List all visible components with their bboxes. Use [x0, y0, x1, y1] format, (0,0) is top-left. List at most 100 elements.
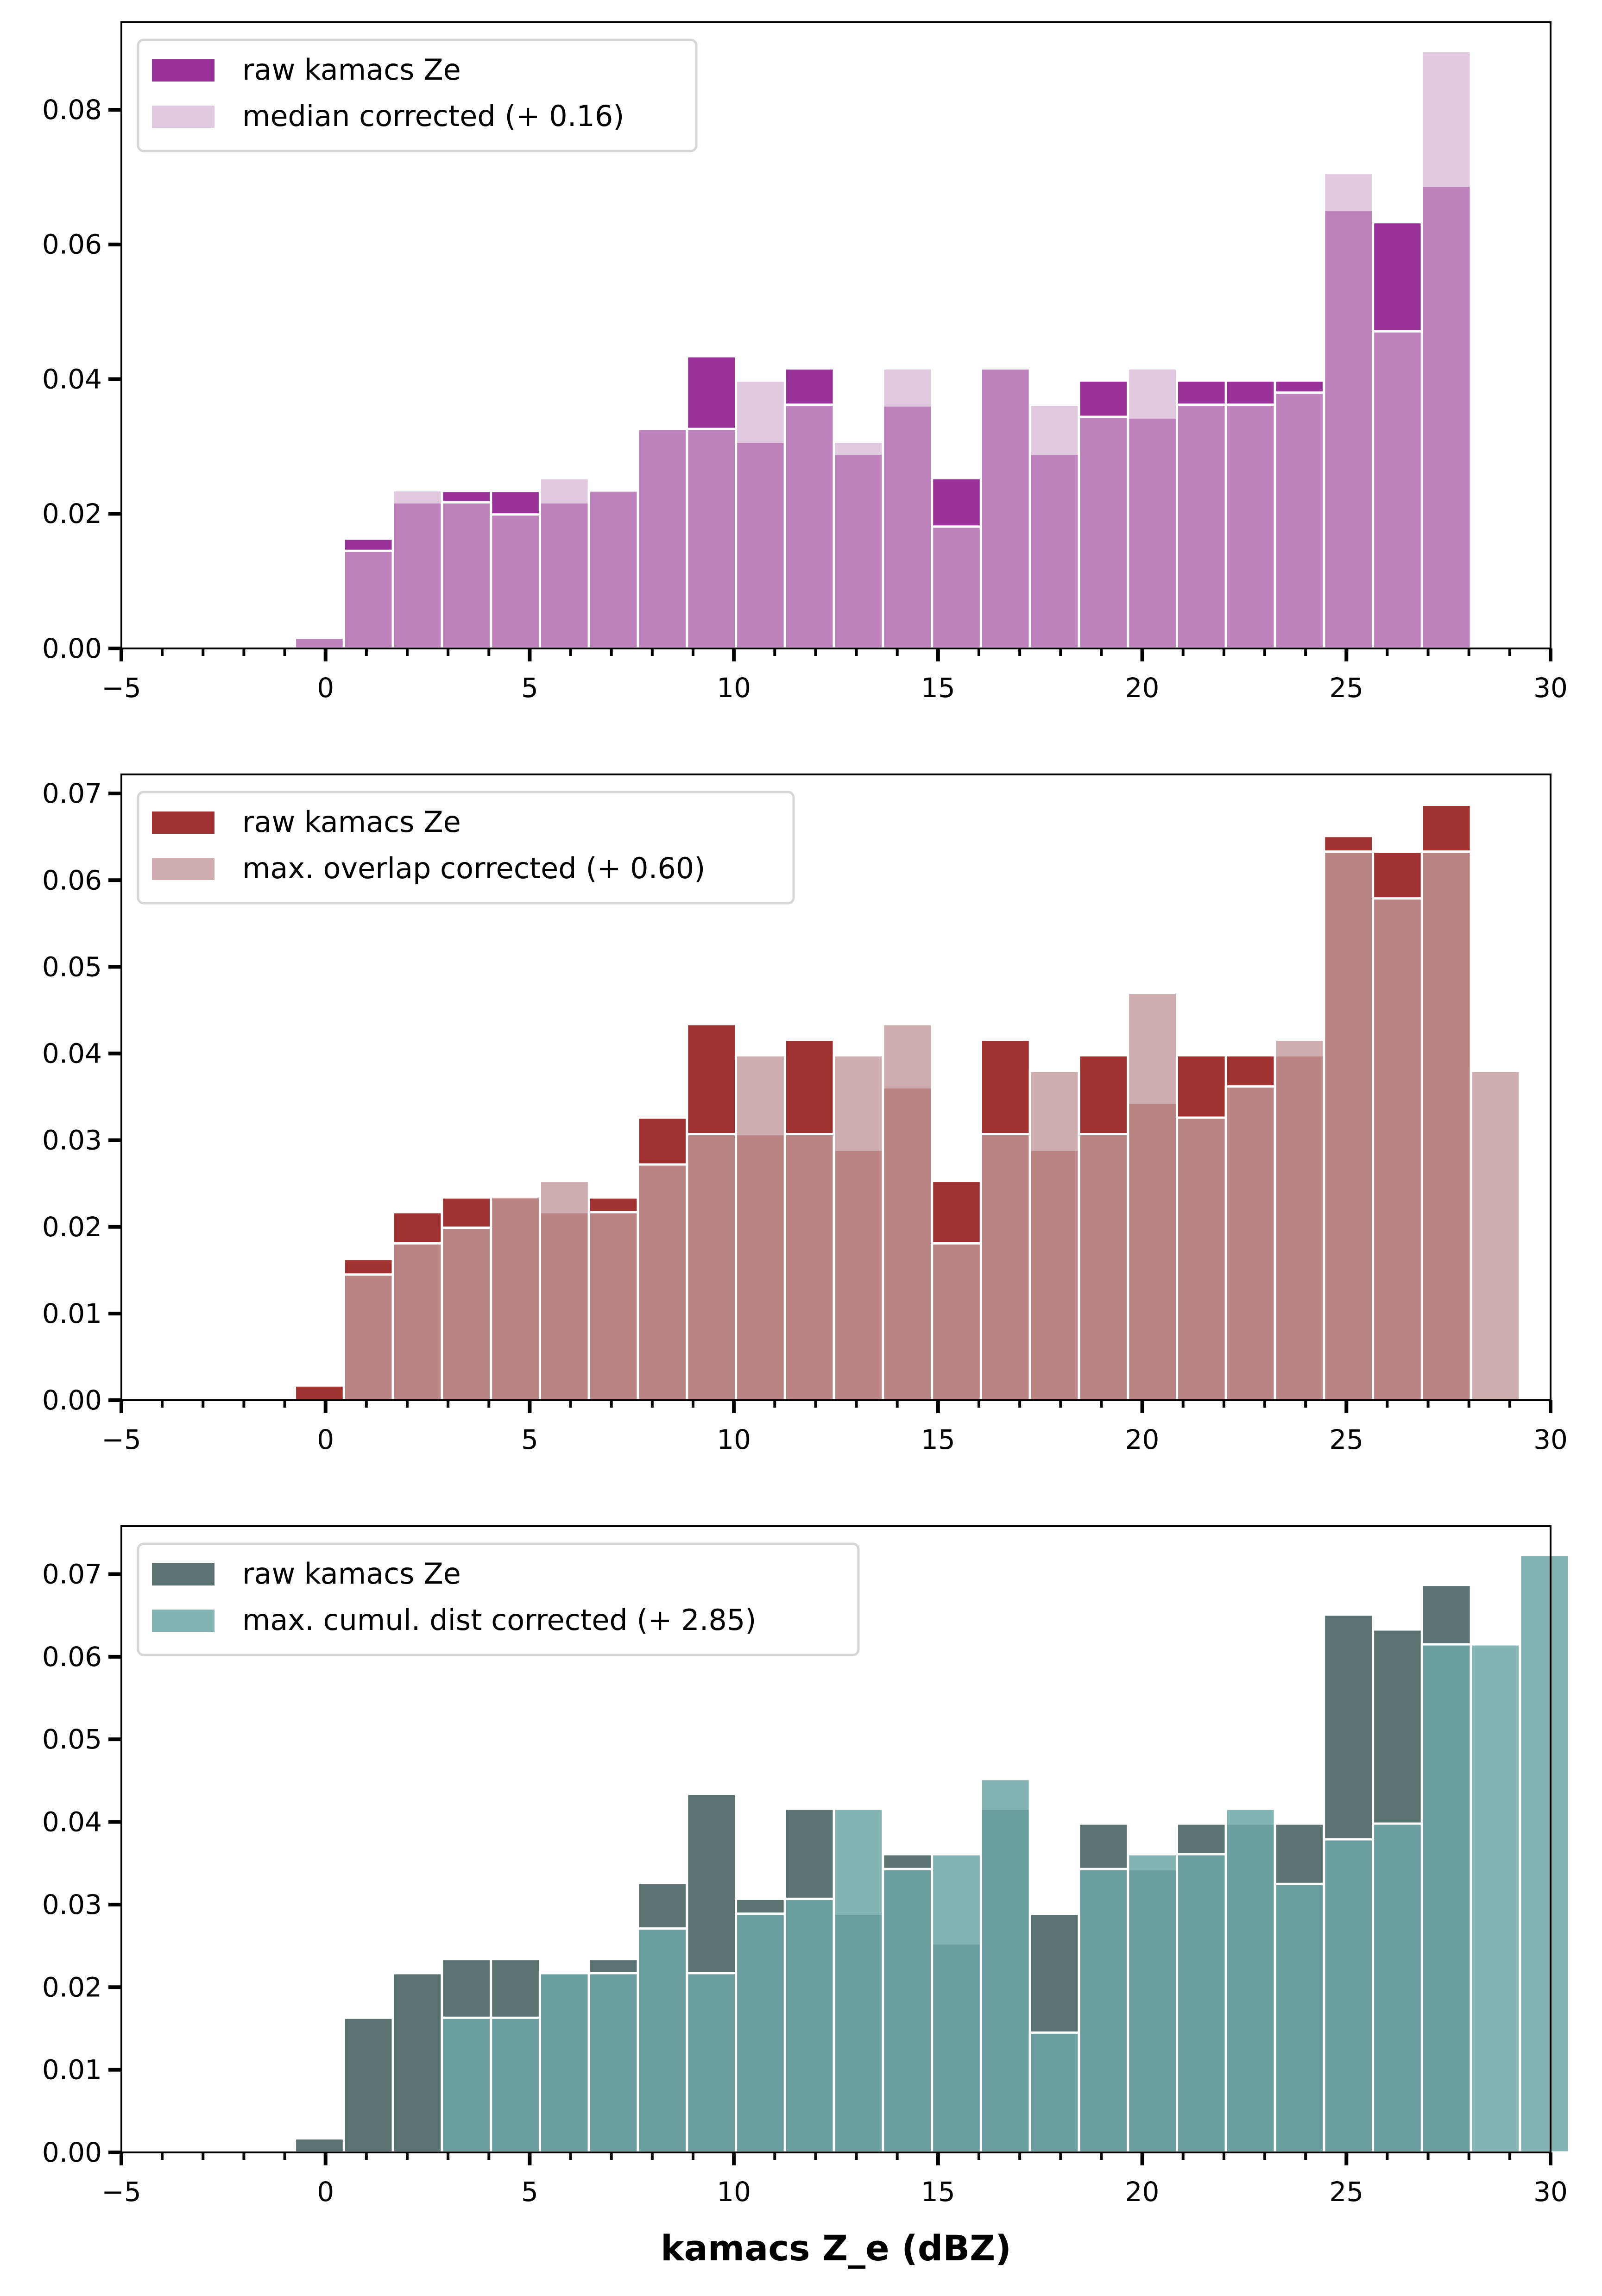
histogram-bar — [735, 379, 786, 650]
x-tick-label: −5 — [101, 1424, 141, 1455]
x-tick-label: 20 — [1125, 672, 1160, 704]
y-tick-label: 0.05 — [42, 951, 102, 982]
histogram-bar — [342, 2016, 394, 2154]
histogram-bar — [833, 1054, 884, 1402]
histogram-bar — [833, 1807, 884, 2154]
histogram-bar — [1420, 50, 1472, 650]
x-tick-label: 5 — [521, 672, 538, 704]
histogram-bar — [1078, 415, 1129, 650]
histogram-bar — [538, 477, 590, 650]
histogram-bar — [1224, 1807, 1276, 2154]
y-tick-label: 0.04 — [42, 363, 102, 395]
x-tick-label: 20 — [1125, 2176, 1160, 2208]
histogram-panel-median: −5 0 5 10 15 20 25 30 0.00 0.02 0.04 0.06 0.08 raw ka… — [42, 21, 1568, 704]
histogram-bar — [1224, 403, 1276, 650]
y-tick-label: 0.02 — [42, 498, 102, 529]
histogram-bar — [342, 1273, 394, 1402]
histogram-bar — [1127, 367, 1178, 650]
legend-swatch — [152, 858, 214, 880]
histogram-bar — [391, 1972, 443, 2154]
histogram-bar — [1420, 1643, 1472, 2154]
legend-label: raw kamacs Ze — [242, 1557, 461, 1591]
histogram-bar — [1078, 1133, 1129, 1402]
histogram-bar — [587, 489, 639, 650]
histogram-bar — [1323, 172, 1375, 650]
histogram-bar — [1028, 1069, 1080, 1402]
histogram-bar — [931, 1242, 982, 1402]
y-tick-label: 0.04 — [42, 1806, 102, 1838]
legend-label: raw kamacs Ze — [242, 53, 461, 87]
x-tick-label: 0 — [317, 2176, 334, 2208]
histogram-bar — [735, 1912, 786, 2154]
x-tick-label: 5 — [521, 2176, 538, 2208]
histogram-bar — [931, 1853, 982, 2154]
y-tick-label: 0.03 — [42, 1889, 102, 1920]
histogram-bar — [686, 1133, 738, 1402]
plot-frame — [120, 774, 1552, 1401]
histogram-panel-cumul-dist: −5 0 5 10 15 20 25 30 0.00 0.01 0.02 0.03 0.04 0.05 0.… — [42, 1525, 1570, 2208]
histogram-bar — [735, 1054, 786, 1402]
histogram-bar — [294, 636, 345, 650]
histogram-bar — [1470, 1069, 1521, 1402]
x-tick-label: 0 — [317, 1424, 334, 1455]
histogram-bar — [1323, 1838, 1375, 2154]
x-tick-label: 25 — [1329, 672, 1363, 704]
histogram-bar — [882, 1868, 933, 2154]
y-tick-label: 0.04 — [42, 1038, 102, 1069]
x-tick-label: 30 — [1533, 1424, 1568, 1455]
histogram-bar — [490, 513, 541, 650]
histogram-bar — [441, 2016, 492, 2154]
plot-frame — [120, 1525, 1552, 2153]
histogram-bar — [1224, 1085, 1276, 1402]
y-tick-label: 0.03 — [42, 1125, 102, 1156]
histogram-bar — [783, 1897, 835, 2154]
y-tick-label: 0.00 — [42, 633, 102, 664]
histogram-bar — [882, 367, 933, 650]
legend-label: median corrected (+ 0.16) — [242, 99, 624, 133]
series-corrected — [294, 50, 1472, 650]
histogram-bar — [538, 1972, 590, 2154]
histogram-bar — [1470, 1643, 1521, 2154]
y-tick-label: 0.01 — [42, 2054, 102, 2086]
x-tick-label: 30 — [1533, 2176, 1568, 2208]
x-tick-label: 15 — [921, 672, 955, 704]
histogram-bar — [637, 1163, 688, 1402]
histogram-bar — [490, 1195, 541, 1402]
histogram-bar — [686, 1972, 738, 2154]
histogram-bar — [882, 1023, 933, 1402]
histogram-bar — [1175, 1116, 1227, 1402]
x-tick-label: 25 — [1329, 1424, 1363, 1455]
y-tick-label: 0.06 — [42, 864, 102, 896]
legend-box — [137, 791, 795, 905]
histogram-bar — [979, 1133, 1031, 1402]
histogram-bar — [783, 1133, 835, 1402]
plot-frame — [120, 21, 1552, 649]
legend-label: raw kamacs Ze — [242, 805, 461, 839]
histogram-bar — [1078, 1868, 1129, 2154]
y-tick-label: 0.07 — [42, 778, 102, 809]
histogram-bar — [1274, 1038, 1325, 1402]
x-tick-label: 5 — [521, 1424, 538, 1455]
histogram-bar — [637, 1927, 688, 2154]
histogram-bar — [490, 2016, 541, 2154]
histogram-bar — [294, 2137, 345, 2154]
legend-swatch — [152, 59, 214, 82]
x-tick-label: 15 — [921, 2176, 955, 2208]
x-tick-label: 30 — [1533, 672, 1568, 704]
legend-swatch — [152, 1610, 214, 1632]
x-tick-label: 25 — [1329, 2176, 1363, 2208]
histogram-bar — [1372, 1822, 1423, 2154]
x-tick-label: 15 — [921, 1424, 955, 1455]
legend-swatch — [152, 811, 214, 834]
histogram-bar — [686, 428, 738, 650]
histogram-bar — [833, 440, 884, 650]
x-tick-label: 20 — [1125, 1424, 1160, 1455]
histogram-bar — [931, 525, 982, 650]
histogram-bar — [1274, 391, 1325, 650]
legend: raw kamacs Ze max. overlap corrected (+ 0… — [137, 791, 795, 905]
histogram-bar — [1323, 850, 1375, 1402]
histogram-bar — [1175, 403, 1227, 650]
x-tick-label: 10 — [717, 2176, 751, 2208]
y-tick-label: 0.02 — [42, 1211, 102, 1243]
x-tick-label: −5 — [101, 2176, 141, 2208]
